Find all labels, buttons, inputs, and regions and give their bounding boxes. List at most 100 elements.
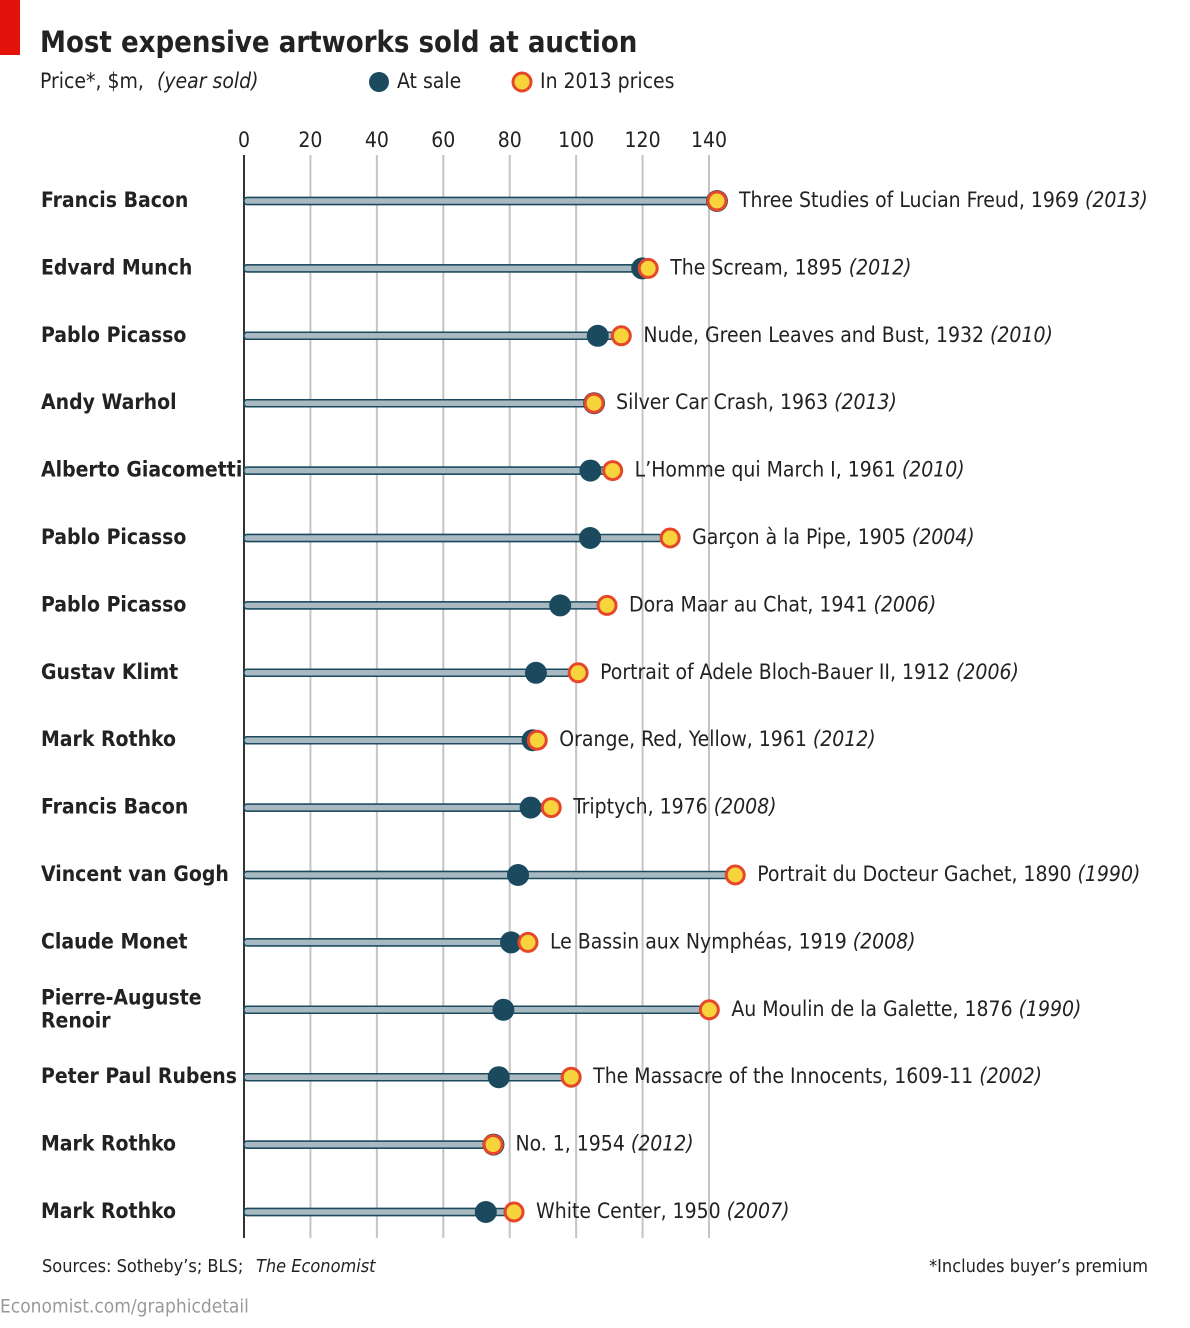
category-label: Vincent van Gogh (41, 862, 229, 886)
x-label: Price*, $m, (40, 69, 144, 93)
x-tick-label: 20 (298, 128, 322, 152)
category-label: Pierre-Auguste Renoir (41, 985, 202, 1032)
artwork-title: Silver Car Crash, 1963 (616, 390, 828, 414)
chart-title: Most expensive artworks sold at auction (40, 25, 637, 59)
artwork-title: White Center, 1950 (536, 1199, 721, 1223)
bar (243, 331, 599, 341)
dot-2013 (517, 931, 539, 953)
year-sold: (1990) (1078, 862, 1141, 886)
artwork-label: Portrait du Docteur Gachet, 1890 (1990) (757, 862, 1140, 886)
x-tick-label: 100 (558, 128, 594, 152)
year-sold: (1990) (1019, 997, 1082, 1021)
dot-at-sale (579, 527, 602, 549)
legend-swatch (511, 71, 533, 93)
bar (243, 196, 718, 206)
artwork-title: Three Studies of Lucian Freud, 1969 (738, 188, 1079, 212)
dot-at-sale (579, 459, 602, 482)
artwork-label: Le Bassin aux Nymphéas, 1919 (2008) (550, 929, 916, 953)
artwork-label: Garçon à la Pipe, 1905 (2004) (692, 525, 975, 549)
year-sold: (2012) (849, 255, 912, 279)
category-line: Pierre-Auguste (41, 985, 202, 1009)
source: Sources: Sotheby’s; BLS; (42, 1256, 243, 1277)
bar (243, 466, 592, 475)
bar (243, 668, 537, 678)
artwork-label: Orange, Red, Yellow, 1961 (2012) (559, 727, 875, 751)
bar (243, 398, 595, 408)
bar (243, 264, 643, 273)
year-sold: (2008) (853, 929, 916, 953)
dot-at-sale (549, 594, 572, 617)
bar (243, 803, 532, 812)
dot-at-sale (474, 1201, 497, 1223)
artwork-label: The Massacre of the Innocents, 1609-11 (… (592, 1064, 1042, 1088)
category-label: Mark Rothko (41, 1199, 176, 1223)
x-label-note: (year sold) (157, 69, 259, 93)
dot-at-sale (507, 864, 530, 886)
dot-at-sale (487, 1066, 510, 1089)
dot-2013 (596, 594, 618, 616)
category-label: Mark Rothko (41, 1132, 176, 1156)
dot-at-sale (492, 998, 515, 1021)
dot-2013 (560, 1066, 582, 1088)
legend-label: In 2013 prices (540, 69, 674, 93)
x-tick-label: 0 (238, 128, 250, 152)
category-label: Claude Monet (41, 929, 188, 953)
category-label: Pablo Picasso (41, 525, 186, 549)
year-sold: (2012) (813, 727, 876, 751)
artwork-title: Garçon à la Pipe, 1905 (692, 525, 906, 549)
artwork-label: L’Homme qui March I, 1961 (2010) (635, 458, 965, 482)
footnote: *Includes buyer’s premium (929, 1256, 1148, 1277)
credit: Economist.com/graphicdetail (0, 1296, 249, 1318)
artwork-label: Nude, Green Leaves and Bust, 1932 (2010) (643, 323, 1053, 347)
bar (243, 938, 512, 947)
dot-2013 (602, 460, 624, 482)
artwork-label: Triptych, 1976 (2008) (572, 795, 776, 819)
dot-at-sale (500, 931, 523, 954)
bar (243, 735, 534, 745)
year-sold: (2006) (873, 592, 936, 616)
bar (243, 1072, 500, 1082)
dot-at-sale (586, 324, 609, 347)
artwork-title: Nude, Green Leaves and Bust, 1932 (643, 323, 984, 347)
artwork-label: The Scream, 1895 (2012) (669, 255, 911, 279)
bar (243, 1005, 505, 1015)
year-sold: (2007) (727, 1199, 790, 1223)
dot-2013 (698, 999, 720, 1021)
year-sold: (2002) (979, 1064, 1042, 1088)
dot-2013 (567, 662, 589, 684)
artwork-title: Le Bassin aux Nymphéas, 1919 (550, 929, 847, 953)
artwork-title: Portrait du Docteur Gachet, 1890 (757, 862, 1071, 886)
x-tick-label: 40 (365, 128, 389, 152)
artwork-label: No. 1, 1954 (2012) (515, 1132, 693, 1156)
category-label: Pablo Picasso (41, 592, 186, 616)
category-label: Peter Paul Rubens (41, 1064, 237, 1088)
bar (243, 870, 519, 880)
category-label: Pablo Picasso (41, 323, 186, 347)
category-line: Renoir (41, 1008, 111, 1032)
year-sold: (2004) (912, 525, 975, 549)
artwork-title: Portrait of Adele Bloch-Bauer II, 1912 (600, 660, 950, 684)
artwork-label: Dora Maar au Chat, 1941 (2006) (629, 592, 936, 616)
artwork-label: Three Studies of Lucian Freud, 1969 (201… (738, 188, 1148, 212)
year-sold: (2012) (631, 1132, 694, 1156)
dot-at-sale (519, 796, 542, 819)
bar (243, 1140, 495, 1149)
year-sold: (2013) (834, 390, 897, 414)
year-sold: (2006) (956, 660, 1019, 684)
artwork-title: L’Homme qui March I, 1961 (635, 458, 896, 482)
year-sold: (2010) (902, 458, 965, 482)
x-tick-label: 120 (625, 128, 661, 152)
x-tick-label: 80 (498, 128, 522, 152)
artwork-title: Triptych, 1976 (572, 795, 707, 819)
artwork-title: Orange, Red, Yellow, 1961 (559, 727, 807, 751)
x-tick-label: 140 (691, 128, 727, 152)
category-label: Mark Rothko (41, 727, 176, 751)
category-label: Andy Warhol (41, 390, 177, 414)
dot-2013 (724, 864, 746, 886)
dot-2013 (503, 1201, 525, 1223)
artwork-label: White Center, 1950 (2007) (536, 1199, 789, 1223)
artwork-title: The Scream, 1895 (669, 255, 843, 279)
dot-2013 (583, 392, 605, 414)
category-label: Francis Bacon (41, 188, 188, 212)
